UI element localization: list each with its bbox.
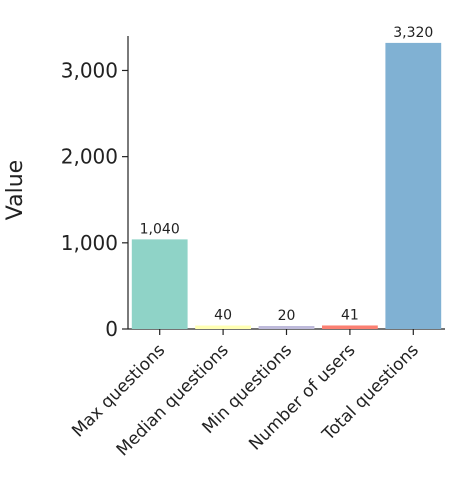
bar-value-label: 41	[341, 307, 359, 323]
bar	[322, 325, 378, 329]
y-tick-label: 1,000	[61, 231, 118, 255]
x-tick-label: Median questions	[113, 340, 233, 460]
y-tick-label: 0	[105, 317, 118, 341]
chart-bars	[131, 42, 442, 330]
bar	[258, 326, 315, 329]
y-axis-title: Value	[3, 160, 28, 220]
bar-value-label: 40	[214, 308, 232, 324]
bar-value-label: 3,320	[393, 25, 433, 41]
x-tick-label: Number of users	[245, 340, 359, 454]
y-tick-label: 3,000	[61, 58, 118, 82]
y-tick-label: 2,000	[61, 145, 118, 169]
bar-value-label: 1,040	[140, 221, 180, 237]
bar	[195, 325, 251, 329]
bar	[385, 42, 442, 330]
bar	[131, 239, 188, 329]
chart-axes: 0 1,000 2,000 3,000	[61, 36, 445, 341]
bar-value-label: 20	[278, 308, 296, 324]
